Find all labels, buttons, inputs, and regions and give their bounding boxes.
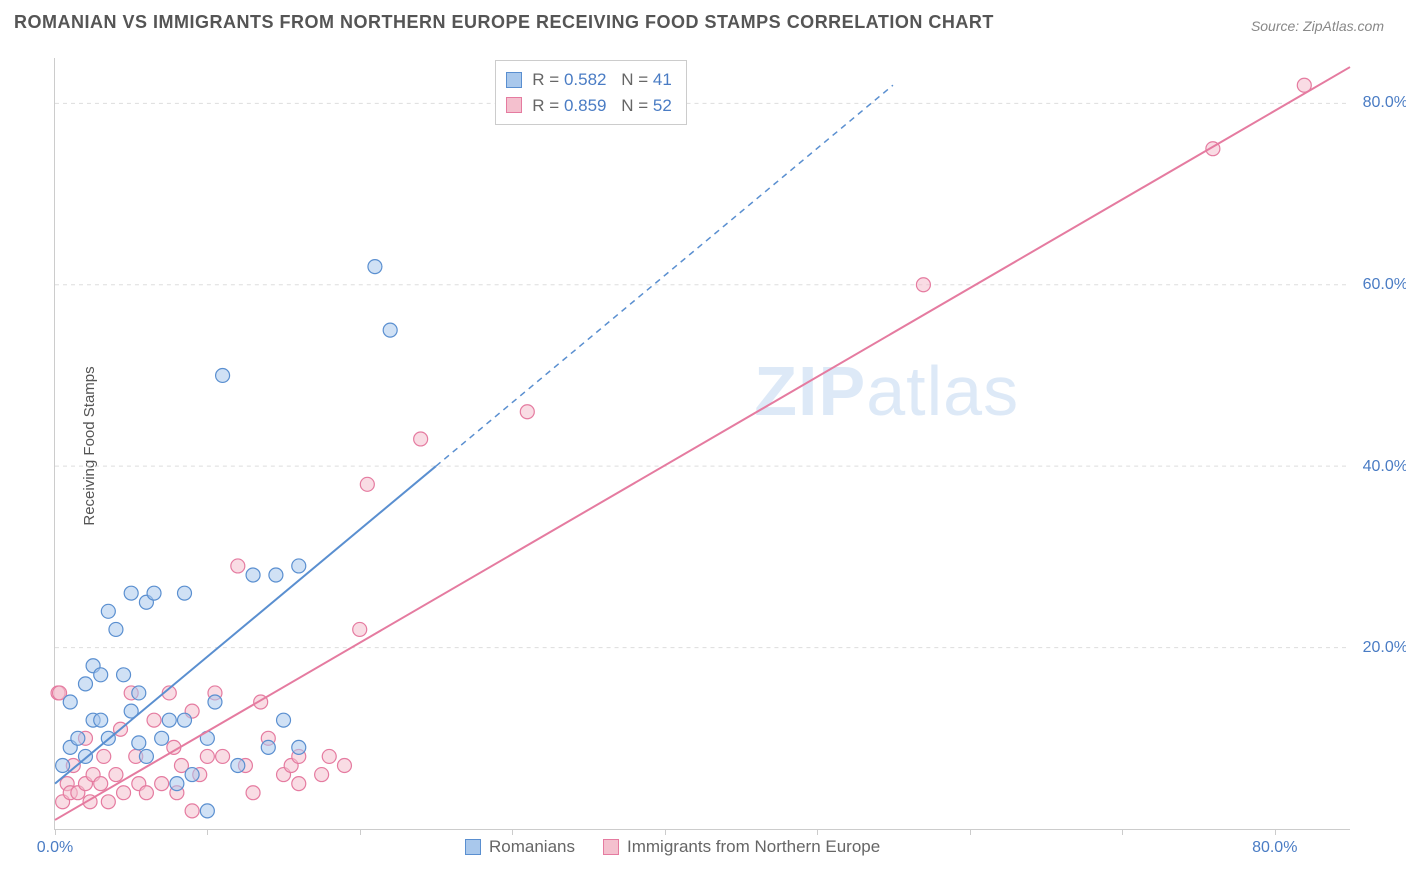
x-tick-mark <box>55 829 56 835</box>
r-value-pink: 0.859 <box>564 96 607 115</box>
legend-label-pink: Immigrants from Northern Europe <box>627 837 880 857</box>
legend-item-pink: Immigrants from Northern Europe <box>603 837 880 857</box>
x-tick-mark <box>1275 829 1276 835</box>
x-tick-mark <box>360 829 361 835</box>
stats-legend-box: R = 0.582 N = 41 R = 0.859 N = 52 <box>495 60 687 125</box>
plot-area: ZIPatlas 20.0%40.0%60.0%80.0% 0.0%80.0% … <box>54 58 1350 830</box>
x-tick-mark <box>665 829 666 835</box>
bottom-legend: Romanians Immigrants from Northern Europ… <box>465 837 880 857</box>
source-attribution: Source: ZipAtlas.com <box>1251 18 1384 34</box>
r-value-blue: 0.582 <box>564 70 607 89</box>
y-tick-label: 80.0% <box>1363 94 1406 112</box>
x-tick-label: 80.0% <box>1252 839 1297 857</box>
chart-svg <box>55 58 1350 829</box>
legend-swatch-pink <box>603 839 619 855</box>
n-value-blue: 41 <box>653 70 672 89</box>
x-tick-label: 0.0% <box>37 839 73 857</box>
legend-label-blue: Romanians <box>489 837 575 857</box>
stats-row-pink: R = 0.859 N = 52 <box>506 93 672 119</box>
y-tick-label: 60.0% <box>1363 276 1406 294</box>
stats-row-blue: R = 0.582 N = 41 <box>506 67 672 93</box>
x-tick-mark <box>817 829 818 835</box>
y-tick-label: 40.0% <box>1363 458 1406 476</box>
x-tick-mark <box>1122 829 1123 835</box>
legend-swatch-blue <box>465 839 481 855</box>
legend-item-blue: Romanians <box>465 837 575 857</box>
y-tick-label: 20.0% <box>1363 639 1406 657</box>
swatch-blue <box>506 72 522 88</box>
x-tick-mark <box>970 829 971 835</box>
swatch-pink <box>506 97 522 113</box>
x-tick-mark <box>207 829 208 835</box>
n-value-pink: 52 <box>653 96 672 115</box>
chart-title: ROMANIAN VS IMMIGRANTS FROM NORTHERN EUR… <box>14 12 994 33</box>
x-tick-mark <box>512 829 513 835</box>
